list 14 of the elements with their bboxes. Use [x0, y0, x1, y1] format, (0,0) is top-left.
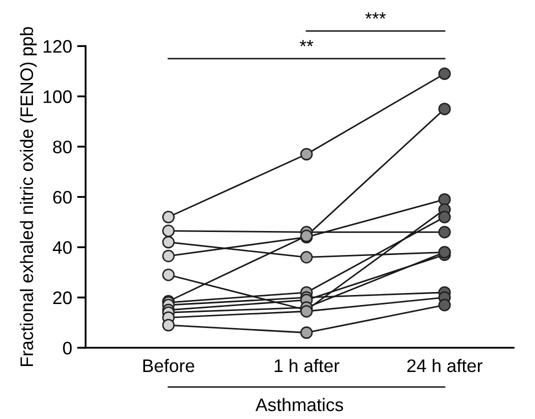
- x-tick-label: 1 h after: [274, 358, 340, 372]
- y-tick-label: 120: [44, 40, 72, 53]
- y-tick-label: 40: [52, 241, 72, 254]
- x-tick-label: 24 h after: [407, 358, 482, 372]
- y-tick-label: 20: [53, 291, 72, 304]
- text: ***: [365, 12, 386, 19]
- y-tick-label: 0: [63, 342, 72, 354]
- y-tick-label: 60: [53, 190, 72, 204]
- x-tick-label: Before: [143, 358, 194, 372]
- annotation: **: [300, 40, 314, 46]
- y-tick-label: 80: [53, 140, 72, 154]
- y-axis-title: Fractional exhaled nitric oxide (FENO) ppb: [20, 27, 37, 366]
- x-axis-title: Asthmatics: [255, 398, 344, 412]
- y-tick-label: 100: [44, 90, 72, 104]
